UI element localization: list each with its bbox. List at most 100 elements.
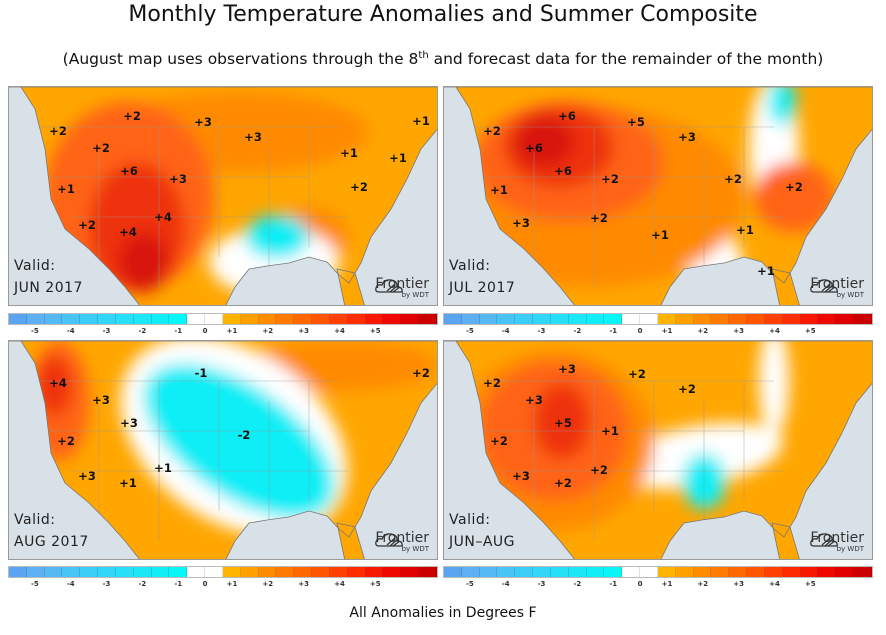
legend-tick: +3 xyxy=(733,580,744,588)
anomaly-label: +3 xyxy=(678,130,696,144)
valid-label: Valid: xyxy=(449,512,491,528)
legend-swatch xyxy=(80,567,99,577)
legend-swatch xyxy=(44,314,63,324)
anomaly-label: +1 xyxy=(757,264,775,278)
legend-tick: +4 xyxy=(769,327,780,335)
color-legend xyxy=(8,313,438,325)
anomaly-region xyxy=(514,117,574,167)
anomaly-label: +1 xyxy=(412,114,430,128)
color-legend xyxy=(443,566,873,578)
legend-tick: -5 xyxy=(30,327,39,335)
legend-tick: -4 xyxy=(66,327,75,335)
legend-swatch xyxy=(693,567,712,577)
legend-swatch xyxy=(747,314,765,324)
legend-tick: 0 xyxy=(202,327,208,335)
anomaly-label: +1 xyxy=(651,228,669,242)
legend-swatch xyxy=(497,567,516,577)
valid-period: Valid: JUN–AUG xyxy=(449,509,515,553)
frontier-logo: Frontier by WDT xyxy=(810,277,864,299)
anomaly-region xyxy=(143,363,335,519)
legend-tick: 0 xyxy=(202,580,208,588)
legend-tick: +1 xyxy=(226,580,238,588)
anomaly-region xyxy=(36,356,72,416)
legend-swatch xyxy=(187,314,206,324)
color-legend xyxy=(443,313,873,325)
legend-tick: -1 xyxy=(609,580,618,588)
legend-tick: -3 xyxy=(102,580,111,588)
logo-by: by WDT xyxy=(401,545,429,553)
subtitle-text-end: and forecast data for the remainder of t… xyxy=(428,50,824,69)
anomaly-label: +1 xyxy=(340,146,358,160)
anomaly-region xyxy=(754,162,834,232)
legend-swatch xyxy=(800,567,819,577)
legend-tick: +3 xyxy=(298,327,309,335)
legend-tick: +5 xyxy=(369,327,381,335)
legend-swatch xyxy=(604,314,623,324)
frontier-logo: Frontier by WDT xyxy=(375,277,429,299)
legend-swatch xyxy=(729,314,748,324)
legend-swatch xyxy=(115,314,134,324)
legend-swatch xyxy=(98,314,116,324)
footer-note: All Anomalies in Degrees F xyxy=(349,605,537,621)
anomaly-label: -1 xyxy=(194,366,208,380)
valid-period: Valid: JUN 2017 xyxy=(14,255,83,299)
valid-period: Valid: AUG 2017 xyxy=(14,509,89,553)
anomaly-label: +6 xyxy=(554,164,572,178)
legend-swatch xyxy=(62,314,81,324)
legend-swatch xyxy=(98,567,116,577)
anomaly-label: +1 xyxy=(119,476,137,490)
anomaly-label: +4 xyxy=(49,376,67,390)
legend-swatch xyxy=(586,314,605,324)
map-panel-4: +3 +2 +2 +2 +3 +5 +1 +2 +2 +3 +2 Valid: JUN–AUG Fron… xyxy=(443,340,873,560)
legend-swatch xyxy=(657,567,676,577)
cloud-icon xyxy=(810,279,839,293)
legend-swatch xyxy=(133,314,152,324)
legend-swatch xyxy=(818,314,837,324)
valid-period: Valid: JUL 2017 xyxy=(449,255,515,299)
legend-swatch xyxy=(276,567,295,577)
anomaly-label: +1 xyxy=(601,424,619,438)
legend-tick: -2 xyxy=(573,327,582,335)
legend-tick: +1 xyxy=(661,327,673,335)
legend-ticks: -5 -4 -3 -2 -1 0 +1 +2 +3 +4 +5 xyxy=(8,327,438,339)
legend-swatch xyxy=(604,567,623,577)
legend-tick: +3 xyxy=(298,580,309,588)
anomaly-label: +2 xyxy=(123,109,141,123)
legend-swatch xyxy=(836,314,855,324)
anomaly-label: +2 xyxy=(628,367,646,381)
legend-swatch xyxy=(80,314,99,324)
anomaly-label: +2 xyxy=(554,476,572,490)
legend-tick: -5 xyxy=(465,327,474,335)
anomaly-label: +3 xyxy=(120,416,138,430)
legend-swatch xyxy=(711,567,730,577)
anomaly-label: +2 xyxy=(412,366,430,380)
legend-swatch xyxy=(169,567,188,577)
legend-swatch xyxy=(818,567,837,577)
legend-tick: -3 xyxy=(537,327,546,335)
legend-tick: 0 xyxy=(637,580,643,588)
valid-label: Valid: xyxy=(449,258,491,274)
legend-swatch xyxy=(62,567,81,577)
cloud-icon xyxy=(810,533,839,547)
frontier-logo: Frontier by WDT xyxy=(375,531,429,553)
legend-tick: -1 xyxy=(609,327,618,335)
legend-tick: -3 xyxy=(537,580,546,588)
legend-swatch xyxy=(26,567,45,577)
legend-tick: -5 xyxy=(465,580,474,588)
legend-swatch xyxy=(26,314,45,324)
anomaly-map xyxy=(9,87,437,305)
legend-swatch xyxy=(383,314,402,324)
anomaly-label: +2 xyxy=(724,172,742,186)
legend-swatch xyxy=(444,567,462,577)
anomaly-label: +6 xyxy=(558,109,576,123)
legend-swatch xyxy=(401,567,420,577)
legend-swatch xyxy=(347,314,366,324)
anomaly-label: +2 xyxy=(483,124,501,138)
subtitle-sup: th xyxy=(418,50,429,61)
legend-swatch xyxy=(586,567,605,577)
legend-tick: -2 xyxy=(138,327,147,335)
anomaly-label: +3 xyxy=(512,469,530,483)
anomaly-region xyxy=(245,215,309,259)
legend-swatch xyxy=(294,567,313,577)
anomaly-label: +3 xyxy=(92,393,110,407)
